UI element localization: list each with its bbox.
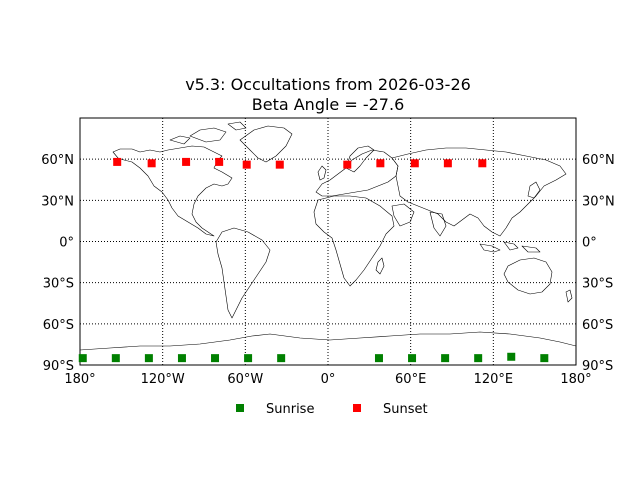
lat-tick-label-left: 60°N [41, 153, 74, 168]
sunset-marker [215, 157, 224, 166]
sunrise-marker [244, 354, 253, 363]
sunset-marker [182, 157, 191, 166]
sunrise-legend-label: Sunrise [266, 402, 314, 417]
sunset-marker [147, 159, 156, 168]
sunrise-marker [408, 354, 417, 363]
lat-tick-label-left: 60°S [43, 318, 74, 333]
madagascar-outline [375, 257, 385, 275]
sunrise-marker [540, 354, 549, 363]
legend: Sunrise Sunset [236, 402, 428, 417]
lon-tick-label: 120°E [474, 372, 514, 387]
lon-tick-label: 60°E [395, 372, 426, 387]
antarctica-outline [80, 331, 576, 365]
lat-tick-label-left: 30°N [41, 194, 74, 209]
africa-outline [313, 195, 395, 287]
sunrise-marker [474, 354, 483, 363]
sunset-marker [410, 159, 419, 168]
arctic-islands-outline [169, 121, 247, 145]
sunrise-marker [211, 354, 220, 363]
sunset-marker [275, 160, 284, 169]
lon-tick-label: 180° [560, 372, 591, 387]
lat-tick-label-right: 90°S [582, 359, 613, 374]
sunrise-markers [78, 352, 549, 363]
left-lat-labels: 60°N 30°N 0° 30°S 60°S 90°S [41, 153, 74, 374]
south-america-outline [215, 227, 271, 319]
sunrise-marker [177, 354, 186, 363]
lat-tick-label-right: 30°N [582, 194, 615, 209]
lon-tick-label: 0° [321, 372, 336, 387]
sunrise-marker [277, 354, 286, 363]
north-america-outline [112, 145, 233, 237]
sunset-marker [113, 157, 122, 166]
map-land [80, 121, 576, 365]
lat-tick-label-left: 30°S [43, 277, 74, 292]
lat-tick-label-left: 0° [59, 236, 74, 251]
lat-tick-label-left: 90°S [43, 359, 74, 374]
sunset-legend-swatch [353, 404, 361, 412]
lon-tick-label: 180° [64, 372, 95, 387]
lat-tick-label-right: 60°S [582, 318, 613, 333]
plot-frame [79, 117, 577, 366]
sunset-marker [242, 160, 251, 169]
sunrise-marker [144, 354, 153, 363]
scandinavia-outline [345, 145, 375, 173]
grid-lines [80, 118, 576, 365]
uk-outline [317, 165, 327, 181]
chart-title-line2: Beta Angle = -27.6 [252, 95, 405, 114]
chart-title-line1: v5.3: Occultations from 2026-03-26 [185, 75, 471, 94]
sunset-markers [113, 157, 487, 169]
sunset-marker [376, 159, 385, 168]
right-lat-labels: 60°N 30°N 0° 30°S 60°S 90°S [582, 153, 615, 374]
sunrise-legend-swatch [236, 404, 244, 412]
sunrise-marker [441, 354, 450, 363]
lat-tick-label-right: 0° [582, 236, 597, 251]
sunrise-marker [507, 352, 516, 361]
lat-tick-label-right: 30°S [582, 277, 613, 292]
sunset-marker [478, 159, 487, 168]
sunrise-marker [374, 354, 383, 363]
asia-outline [391, 147, 567, 237]
australia-outline [503, 257, 553, 295]
indonesia-outline [479, 241, 541, 253]
sunset-marker [343, 160, 352, 169]
lon-tick-label: 60°W [227, 372, 263, 387]
greenland-outline [239, 125, 293, 163]
arabia-india-outline [391, 203, 447, 237]
sunrise-marker [78, 354, 87, 363]
sunrise-marker [111, 354, 120, 363]
japan-outline [527, 181, 541, 199]
lat-tick-label-right: 60°N [582, 153, 615, 168]
lon-tick-label: 120°W [141, 372, 185, 387]
new-zealand-outline [565, 289, 573, 303]
lon-labels: 180° 120°W 60°W 0° 60°E 120°E 180° [64, 372, 591, 387]
sunset-legend-label: Sunset [383, 402, 428, 417]
sunset-marker [443, 159, 452, 168]
